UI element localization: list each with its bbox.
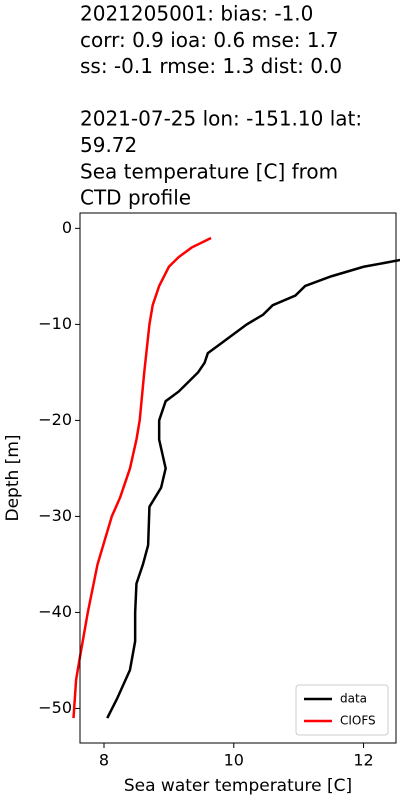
legend-box	[295, 684, 389, 736]
legend-label: CIOFS	[340, 714, 376, 728]
y-tick-label: 0	[62, 218, 72, 237]
x-tick-label: 12	[353, 751, 373, 770]
chart-title: ss: -0.1 rmse: 1.3 dist: 0.0	[80, 54, 342, 78]
data-line	[106, 258, 400, 719]
x-tick-label: 10	[224, 751, 244, 770]
chart-title: corr: 0.9 ioa: 0.6 mse: 1.7	[80, 28, 339, 52]
x-tick-label: 8	[99, 751, 109, 770]
y-axis-label: Depth [m]	[3, 434, 23, 521]
y-tick-label: −50	[38, 698, 72, 717]
chart-subtitle: 2021-07-25 lon: -151.10 lat:	[80, 107, 362, 131]
chart-subtitle: CTD profile	[80, 186, 191, 210]
chart-subtitle: Sea temperature [C] from	[80, 159, 338, 183]
plot-frame	[79, 212, 397, 744]
y-tick-label: −10	[38, 314, 72, 333]
x-axis-label: Sea water temperature [C]	[124, 776, 352, 796]
data-line	[72, 236, 212, 719]
legend-label: data	[340, 692, 367, 706]
y-tick-label: −30	[38, 506, 72, 525]
y-tick-label: −40	[38, 602, 72, 621]
chart-subtitle: 59.72	[80, 133, 137, 157]
chart-title: 2021205001: bias: -1.0	[80, 2, 313, 26]
y-tick-label: −20	[38, 410, 72, 429]
